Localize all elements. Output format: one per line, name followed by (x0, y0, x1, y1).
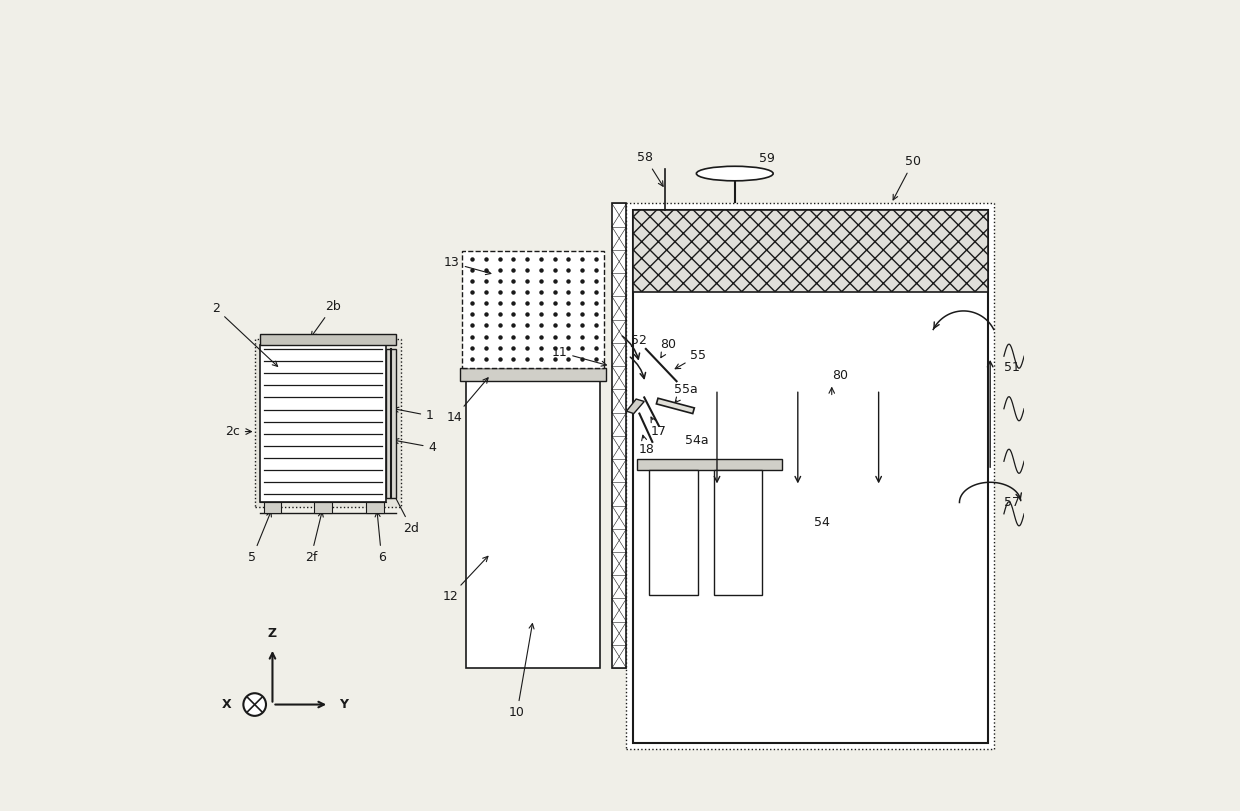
Text: 2d: 2d (392, 490, 419, 534)
Ellipse shape (697, 166, 774, 181)
Text: 52: 52 (630, 334, 646, 347)
Text: 58: 58 (637, 151, 663, 187)
Text: 14: 14 (446, 378, 489, 424)
Text: 51: 51 (1004, 361, 1019, 374)
Polygon shape (656, 398, 694, 414)
Text: Y: Y (339, 698, 348, 711)
Text: 50: 50 (893, 155, 921, 200)
Bar (714, 470, 763, 595)
Text: 59: 59 (746, 152, 775, 175)
Text: 80: 80 (661, 338, 677, 358)
Text: 11: 11 (552, 345, 606, 366)
Bar (611, 204, 626, 668)
Bar (626, 204, 994, 749)
Text: 80: 80 (832, 369, 848, 382)
Text: 6: 6 (376, 512, 386, 564)
Bar (264, 503, 281, 513)
Text: 2f: 2f (305, 512, 324, 564)
Bar (254, 339, 401, 507)
Text: 2c: 2c (226, 425, 241, 438)
Bar (649, 470, 698, 595)
Text: 4: 4 (393, 439, 436, 454)
Text: 1: 1 (393, 407, 434, 423)
Bar (460, 368, 606, 381)
Text: Z: Z (268, 627, 277, 640)
Bar (632, 210, 988, 293)
Text: 2b: 2b (311, 299, 341, 337)
Bar (466, 381, 600, 668)
Bar (386, 349, 396, 499)
Text: 5: 5 (248, 512, 272, 564)
Text: X: X (222, 698, 231, 711)
Bar (260, 345, 386, 503)
Bar (260, 334, 396, 345)
Text: 55a: 55a (675, 383, 698, 402)
Text: 55: 55 (676, 349, 707, 369)
Text: 18: 18 (639, 436, 655, 457)
Bar (463, 251, 604, 368)
Text: 54a: 54a (684, 434, 708, 447)
Polygon shape (626, 399, 645, 414)
Text: 12: 12 (443, 556, 487, 603)
Bar (366, 503, 384, 513)
Bar (637, 459, 782, 470)
Text: 2: 2 (212, 302, 278, 367)
Circle shape (243, 693, 267, 716)
Bar (314, 503, 332, 513)
Text: 17: 17 (651, 417, 667, 438)
Text: 13: 13 (444, 256, 491, 275)
Text: 10: 10 (508, 624, 534, 719)
Text: 57: 57 (1004, 496, 1021, 509)
Bar (632, 210, 988, 743)
Text: 54: 54 (813, 516, 830, 530)
